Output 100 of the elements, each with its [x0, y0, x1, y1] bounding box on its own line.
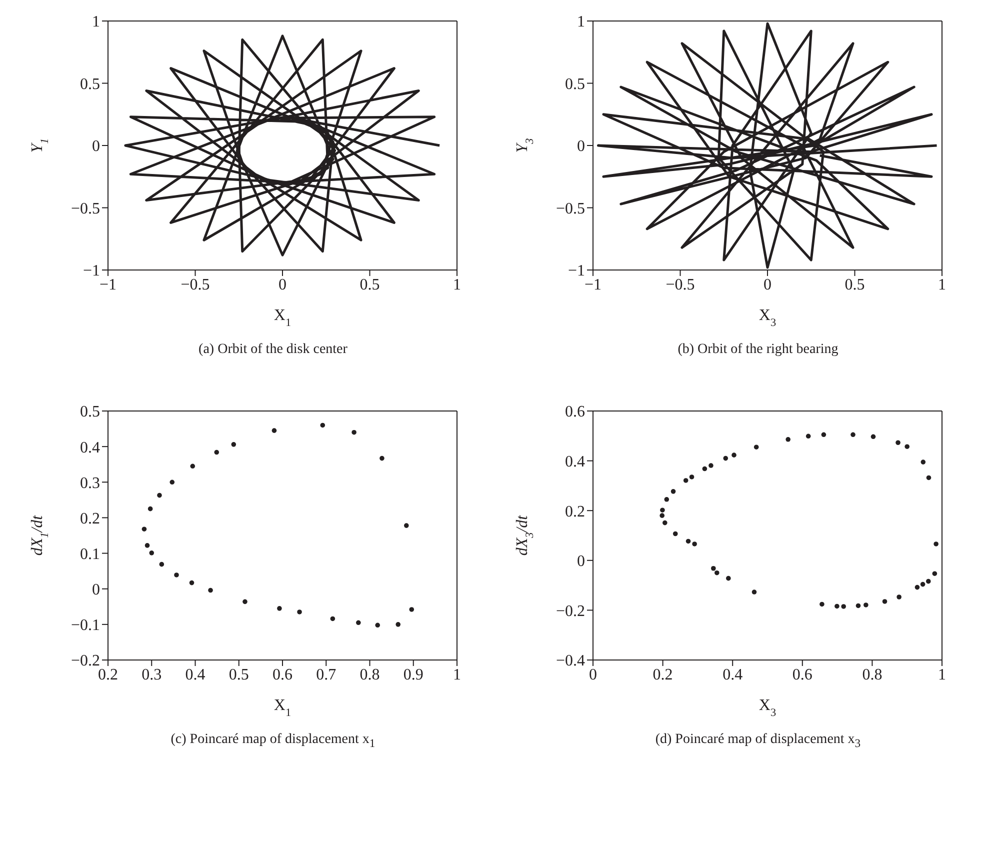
point: [190, 464, 196, 469]
text: (d) Poincaré map of displacement x$_{3}$: [655, 732, 861, 750]
point: [692, 542, 697, 546]
x-tick-label: 0.4: [185, 666, 206, 684]
y-tick-label: −0.4: [556, 652, 585, 670]
point: [686, 538, 691, 544]
y-tick-label: 0.3: [80, 474, 100, 492]
point: [882, 599, 888, 604]
point: [896, 594, 902, 600]
point: [689, 474, 694, 480]
text: (b) Orbit of the right bearing: [678, 342, 838, 357]
point: [732, 452, 736, 458]
point: [664, 496, 670, 502]
y-tick-label: 0: [577, 138, 585, 156]
point: [926, 475, 932, 480]
point: [914, 584, 920, 590]
x-tick-label: 0: [278, 276, 286, 294]
x-tick-label: −0.5: [666, 276, 695, 294]
point: [683, 478, 688, 483]
point: [702, 466, 708, 472]
text: (c) Poincaré map of displacement x$_{1}$: [170, 732, 376, 750]
x-tick-label: 0.4: [722, 666, 743, 684]
point: [806, 434, 811, 439]
x-tick-label: 0.8: [360, 666, 380, 684]
x-tick-label: 0.6: [792, 666, 812, 684]
point: [144, 543, 150, 548]
x-axis-title: X$_{1}$: [274, 697, 292, 719]
x-tick-label: 0: [589, 666, 597, 684]
line-series: [124, 34, 441, 256]
y-tick-label: 0.2: [565, 503, 585, 520]
point: [174, 572, 179, 578]
point: [149, 550, 154, 556]
y-tick-label: 0.5: [80, 76, 100, 93]
x-tick-label: 0.5: [228, 666, 249, 684]
point: [920, 582, 926, 587]
y-tick-label: 0.4: [80, 439, 100, 456]
point: [231, 442, 236, 447]
point: [142, 526, 147, 532]
point: [786, 436, 790, 442]
point: [404, 523, 409, 528]
y-tick-label: 0.5: [565, 76, 585, 93]
point: [752, 590, 757, 594]
point: [841, 604, 846, 609]
point: [157, 492, 162, 498]
point: [708, 463, 714, 468]
point: [189, 580, 194, 586]
point: [242, 599, 248, 604]
point: [352, 430, 356, 435]
point: [834, 604, 840, 609]
x-tick-label: 0.6: [272, 666, 292, 684]
x-tick-label: 1: [453, 276, 461, 294]
y-tick-label: 0.2: [80, 510, 100, 528]
point: [380, 456, 384, 461]
point: [330, 616, 336, 622]
x-tick-label: 1: [453, 666, 461, 684]
point: [409, 607, 414, 612]
point: [672, 531, 678, 536]
point: [711, 566, 716, 571]
point: [714, 570, 720, 576]
point: [754, 444, 759, 450]
point: [821, 432, 826, 438]
x-axis-title: X$_{3}$: [758, 307, 776, 329]
x-tick-label: 0.3: [142, 666, 162, 684]
point: [670, 489, 676, 494]
y-tick-label: 1: [92, 14, 100, 31]
x-tick-label: 1: [938, 666, 946, 684]
point: [870, 434, 876, 440]
point: [277, 606, 282, 611]
x-tick-label: 0: [764, 276, 772, 294]
point: [932, 571, 938, 576]
point: [660, 508, 665, 512]
point: [159, 562, 164, 567]
point: [896, 440, 900, 446]
point: [850, 432, 856, 438]
point: [926, 578, 931, 584]
y-tick-label: 1: [577, 14, 585, 31]
point: [660, 513, 664, 518]
y-tick-label: −1: [82, 262, 100, 280]
x-tick-label: 1: [938, 276, 946, 294]
x-tick-label: 0.7: [316, 666, 336, 684]
x-tick-label: 0.9: [403, 666, 424, 684]
y-tick-label: −0.2: [556, 602, 585, 620]
point: [662, 520, 668, 526]
point: [170, 480, 175, 485]
point: [856, 603, 861, 608]
point: [934, 542, 938, 546]
x-tick-label: 0.2: [652, 666, 673, 684]
y-tick-label: −1: [568, 262, 585, 280]
point: [297, 610, 302, 614]
text: (a) Orbit of the disk center: [198, 342, 348, 357]
x-tick-label: 0.8: [862, 666, 882, 684]
point: [726, 576, 731, 581]
point: [820, 602, 824, 607]
x-tick-label: 0.5: [360, 276, 380, 294]
point: [904, 444, 910, 450]
point: [148, 506, 153, 512]
y-tick-label: 0: [92, 138, 100, 156]
x-axis-title: X$_{1}$: [274, 307, 292, 329]
point: [320, 422, 326, 428]
x-tick-label: −0.5: [180, 276, 210, 294]
